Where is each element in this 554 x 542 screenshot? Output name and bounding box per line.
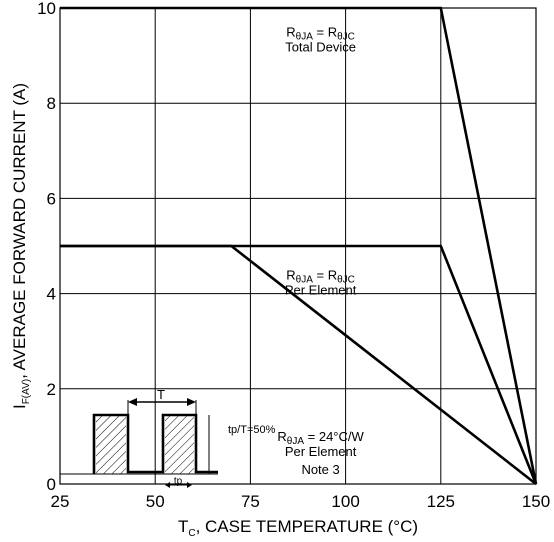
pulse-1	[96, 415, 126, 474]
annotation-2-line-1: RθJA = RθJC	[286, 267, 355, 285]
annotation-3-line-2: Per Element	[285, 444, 357, 459]
x-tick-label-75: 75	[241, 492, 260, 511]
x-tick-label-50: 50	[146, 492, 165, 511]
series-line-1	[60, 6, 538, 485]
y-tick-label-8: 8	[47, 94, 56, 113]
y-tick-label-6: 6	[47, 189, 56, 208]
x-axis-title: TC, CASE TEMPERATURE (°C)	[178, 517, 418, 539]
annotation-3-line-1: RθJA = 24°C/W	[277, 429, 364, 447]
annotation-2-line-2: Per Element	[285, 282, 357, 297]
period-label: T	[157, 387, 165, 402]
pulse-width-label: tp	[174, 476, 183, 487]
series-line-3	[60, 244, 537, 486]
pulse-width-arrow-head-left	[165, 482, 170, 488]
period-arrow-head-left	[128, 398, 137, 406]
pulse-width-arrow-head-right	[187, 482, 192, 488]
x-tick-label-125: 125	[427, 492, 455, 511]
y-tick-label-2: 2	[47, 380, 56, 399]
x-tick-label-150: 150	[522, 492, 550, 511]
annotation-3-line-3: Note 3	[301, 462, 339, 477]
series-group	[60, 6, 538, 486]
period-arrow-head-right	[187, 398, 196, 406]
grid	[60, 8, 536, 484]
pulse-inset: Ttp tp/T=50%	[60, 387, 276, 488]
y-tick-label-4: 4	[47, 285, 56, 304]
x-tick-label-25: 25	[51, 492, 70, 511]
y-tick-label-0: 0	[47, 475, 56, 494]
duty-cycle-label: tp/T=50%	[228, 424, 276, 436]
pulse-waveform	[92, 413, 218, 474]
tick-labels: 25 50 75 100 125 150 0 2 4 6 8 10	[37, 0, 550, 511]
x-tick-label-100: 100	[331, 492, 359, 511]
y-axis-title: IF(AV), AVERAGE FORWARD CURRENT (A)	[10, 83, 32, 409]
pulse-2	[165, 415, 194, 474]
y-tick-label-10: 10	[37, 0, 56, 18]
annotation-1-line-2: Total Device	[285, 40, 356, 55]
annotation-1-line-1: RθJA = RθJC	[286, 25, 355, 43]
